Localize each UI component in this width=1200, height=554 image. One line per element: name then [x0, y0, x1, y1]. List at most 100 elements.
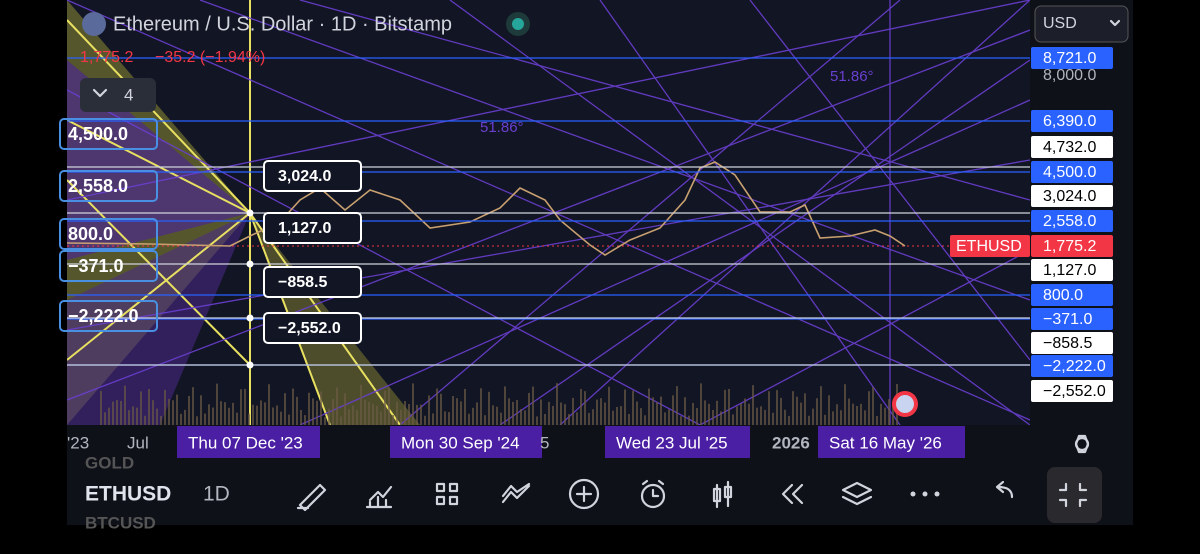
price-label: 6,390.0 — [1043, 113, 1096, 130]
chart-type-icon[interactable] — [712, 480, 733, 509]
toolbar-interval[interactable]: 1D — [203, 483, 230, 506]
anchor-point — [246, 260, 254, 268]
time-label: Sat 16 May '26 — [829, 433, 942, 452]
fullscreen-icon — [1058, 482, 1088, 508]
undo-icon[interactable] — [995, 480, 1014, 499]
toolbar-icons — [296, 467, 1102, 523]
price-label-bg — [1031, 185, 1113, 207]
time-label: Wed 23 Jul '25 — [616, 433, 728, 452]
time-marker — [177, 426, 320, 458]
fib-label: −371.0 — [68, 256, 124, 276]
level-box — [263, 312, 362, 344]
labels: 8,721.08,000.0 6,390.0 4,732.0 4,500.0 3,024… — [59, 47, 1113, 402]
time-marker — [818, 426, 965, 458]
symbol-tag-bg — [950, 235, 1030, 257]
fib-label-box — [59, 250, 158, 282]
fullscreen-button[interactable] — [1047, 467, 1102, 523]
price-label-bg — [1031, 210, 1113, 232]
fib-label-box — [59, 170, 158, 202]
time-label: Thu 07 Dec '23 — [188, 433, 303, 452]
time-label: 5 — [540, 433, 549, 452]
price-label-bg — [1031, 161, 1113, 183]
level-box — [263, 160, 362, 192]
indicator-count: 4 — [124, 85, 133, 104]
time-label: Jul — [127, 433, 149, 452]
add-icon-cross — [575, 485, 593, 503]
symbol-below[interactable]: BTCUSD — [85, 513, 156, 532]
anchor-point — [246, 314, 254, 322]
anchor-point — [246, 209, 254, 217]
price-label-bg — [1031, 259, 1113, 281]
price-label-bg — [1031, 332, 1113, 354]
toolbar-symbol[interactable]: ETHUSD — [85, 483, 171, 506]
price-label: 1,127.0 — [1043, 262, 1096, 279]
currency-select[interactable] — [1034, 5, 1129, 43]
fib-label: 4,500.0 — [68, 124, 128, 144]
alert-icon-hands — [641, 479, 665, 498]
fib-label-box — [59, 300, 158, 332]
price-label: −371.0 — [1043, 311, 1092, 328]
indicators-icon[interactable] — [365, 485, 393, 509]
symbol-title: Ethereum / U.S. Dollar · 1D · Bitstamp — [113, 13, 452, 35]
price-label-bg — [1031, 380, 1113, 402]
time-marker — [605, 426, 750, 458]
angle-label: 51.86° — [480, 119, 524, 136]
fib-label-box — [59, 218, 158, 250]
price-label: 8,721.0 — [1043, 50, 1096, 67]
horizontal-lines — [67, 57, 1030, 366]
fib-label: 2,558.0 — [68, 176, 128, 196]
price-label: 2,558.0 — [1043, 213, 1096, 230]
replay-icon[interactable] — [781, 483, 804, 505]
price-label-bg — [1031, 235, 1113, 257]
level-box-label: 1,127.0 — [278, 220, 331, 237]
price-label-bg — [1031, 47, 1113, 69]
templates-icon[interactable] — [435, 482, 459, 506]
price-label: 1,775.2 — [1043, 238, 1096, 255]
level-box — [263, 266, 362, 298]
price-label: −2,222.0 — [1043, 358, 1106, 375]
level-box-label: 3,024.0 — [278, 168, 331, 185]
indicator-toggle[interactable] — [80, 78, 156, 112]
price-label-bg — [1031, 355, 1113, 377]
price-label: −2,552.0 — [1043, 383, 1106, 400]
angle-label: 51.86° — [830, 68, 874, 85]
draw-icon[interactable] — [296, 483, 327, 512]
fib-label: −2,222.0 — [68, 306, 139, 326]
time-label: '23 — [67, 433, 89, 452]
anchor-point — [246, 361, 254, 369]
currency-label: USD — [1043, 15, 1077, 32]
price-change: −35.2 (−1.94%) — [155, 49, 265, 66]
price-label-bg — [1031, 308, 1113, 330]
add-icon[interactable] — [568, 478, 600, 510]
currency-chevron — [1109, 19, 1121, 27]
time-axis-labels: '23 Jul Thu 07 Dec '23 Mon 30 Sep '24 5 Wed 2… — [67, 426, 965, 458]
price-label: −858.5 — [1043, 335, 1092, 352]
coin-icon — [82, 12, 106, 36]
time-label: Mon 30 Sep '24 — [401, 433, 520, 452]
price-label-bg — [1031, 136, 1113, 158]
chevron-icon — [92, 88, 108, 98]
time-marker — [390, 426, 542, 458]
level-box-label: −858.5 — [278, 274, 327, 291]
alert-icon[interactable] — [640, 483, 666, 509]
symbol-above[interactable]: GOLD — [85, 453, 134, 472]
price-label: 8,000.0 — [1043, 67, 1096, 84]
level-box-label: −2,552.0 — [278, 320, 341, 337]
settings-icon-outline — [1074, 434, 1090, 454]
price-label: 3,024.0 — [1043, 188, 1096, 205]
price-label: 800.0 — [1043, 287, 1083, 304]
last-price: 1,775.2 — [80, 49, 133, 66]
price-label-bg — [1031, 110, 1113, 132]
price-label: 4,732.0 — [1043, 139, 1096, 156]
status-dot-inner — [512, 18, 524, 30]
fib-label: 800.0 — [68, 224, 113, 244]
price-label: 4,500.0 — [1043, 164, 1096, 181]
fib-label-box — [59, 118, 158, 150]
event-flag-inner — [896, 395, 914, 413]
symbol-tag: ETHUSD — [956, 238, 1022, 255]
compare-icon[interactable] — [501, 482, 531, 504]
price-label-bg — [1031, 284, 1113, 306]
level-box — [263, 212, 362, 244]
layers-icon[interactable] — [841, 481, 873, 506]
